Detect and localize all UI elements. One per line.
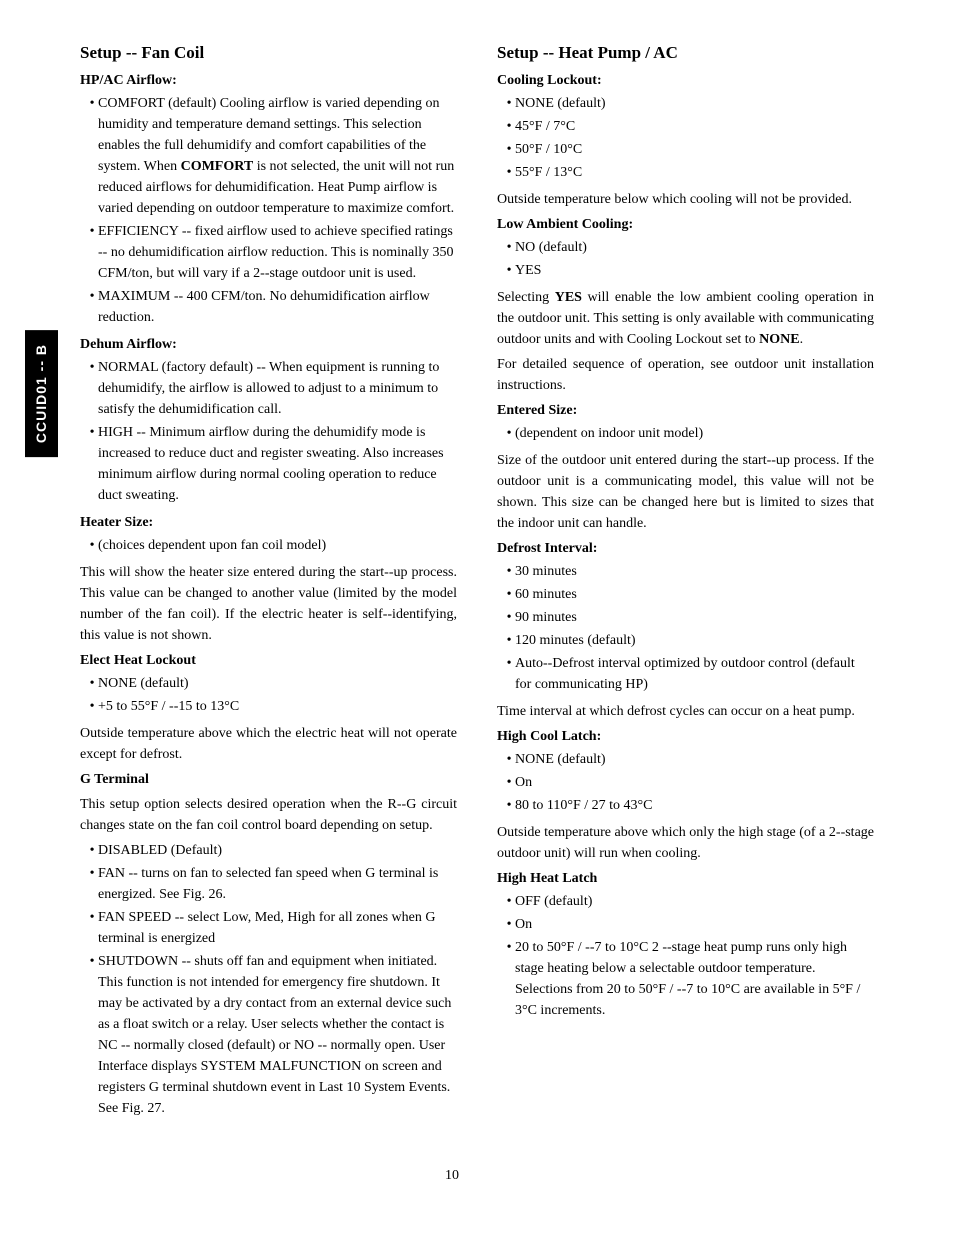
list-item: NORMAL (factory default) -- When equipme…	[98, 357, 457, 420]
bullet-list: NONE (default) 45°F / 7°C 50°F / 10°C 55…	[497, 93, 874, 183]
list-item: 90 minutes	[515, 607, 874, 628]
left-column: Setup -- Fan Coil HP/AC Airflow: COMFORT…	[80, 40, 457, 1125]
list-item: NO (default)	[515, 237, 874, 258]
list-item: 80 to 110°F / 27 to 43°C	[515, 795, 874, 816]
section-title: Elect Heat Lockout	[80, 650, 457, 671]
bullet-list: DISABLED (Default) FAN -- turns on fan t…	[80, 840, 457, 1119]
section-title: Dehum Airflow:	[80, 334, 457, 355]
bullet-list: COMFORT (default) Cooling airflow is var…	[80, 93, 457, 328]
list-item: 120 minutes (default)	[515, 630, 874, 651]
section-title: Low Ambient Cooling:	[497, 214, 874, 235]
list-item: COMFORT (default) Cooling airflow is var…	[98, 93, 457, 219]
paragraph: Outside temperature above which the elec…	[80, 723, 457, 765]
list-item: On	[515, 772, 874, 793]
bullet-list: 30 minutes 60 minutes 90 minutes 120 min…	[497, 561, 874, 695]
left-heading: Setup -- Fan Coil	[80, 40, 457, 66]
list-item: NONE (default)	[515, 93, 874, 114]
paragraph: Selecting YES will enable the low ambien…	[497, 287, 874, 350]
list-item: HIGH -- Minimum airflow during the dehum…	[98, 422, 457, 506]
paragraph: Time interval at which defrost cycles ca…	[497, 701, 874, 722]
paragraph: This setup option selects desired operat…	[80, 794, 457, 836]
text: .	[800, 332, 804, 347]
list-item: SHUTDOWN -- shuts off fan and equipment …	[98, 951, 457, 1119]
list-item: NONE (default)	[515, 749, 874, 770]
list-item: EFFICIENCY -- fixed airflow used to achi…	[98, 221, 457, 284]
list-item: FAN -- turns on fan to selected fan spee…	[98, 863, 457, 905]
bullet-list: (choices dependent upon fan coil model)	[80, 535, 457, 556]
bold-text: COMFORT	[181, 159, 254, 174]
list-item: (choices dependent upon fan coil model)	[98, 535, 457, 556]
side-tab: CCUID01 -- B	[25, 330, 58, 457]
list-item: 60 minutes	[515, 584, 874, 605]
list-item: DISABLED (Default)	[98, 840, 457, 861]
bullet-list: NONE (default) On 80 to 110°F / 27 to 43…	[497, 749, 874, 816]
list-item: YES	[515, 260, 874, 281]
content-columns: Setup -- Fan Coil HP/AC Airflow: COMFORT…	[80, 40, 874, 1125]
list-item: On	[515, 914, 874, 935]
paragraph: This will show the heater size entered d…	[80, 562, 457, 646]
bold-text: YES	[555, 290, 582, 305]
section-title: Cooling Lockout:	[497, 70, 874, 91]
bullet-list: NO (default) YES	[497, 237, 874, 281]
list-item: +5 to 55°F / --15 to 13°C	[98, 696, 457, 717]
bullet-list: OFF (default) On 20 to 50°F / --7 to 10°…	[497, 891, 874, 1021]
text: Selecting	[497, 290, 555, 305]
list-item: (dependent on indoor unit model)	[515, 423, 874, 444]
right-column: Setup -- Heat Pump / AC Cooling Lockout:…	[497, 40, 874, 1125]
paragraph: For detailed sequence of operation, see …	[497, 354, 874, 396]
list-item: 30 minutes	[515, 561, 874, 582]
bullet-list: NONE (default) +5 to 55°F / --15 to 13°C	[80, 673, 457, 717]
section-title: High Cool Latch:	[497, 726, 874, 747]
list-item: Auto--Defrost interval optimized by outd…	[515, 653, 874, 695]
paragraph: Size of the outdoor unit entered during …	[497, 450, 874, 534]
paragraph: Outside temperature above which only the…	[497, 822, 874, 864]
list-item: 55°F / 13°C	[515, 162, 874, 183]
section-title: Heater Size:	[80, 512, 457, 533]
section-title: HP/AC Airflow:	[80, 70, 457, 91]
list-item: NONE (default)	[98, 673, 457, 694]
bold-text: NONE	[759, 332, 799, 347]
paragraph: Outside temperature below which cooling …	[497, 189, 874, 210]
list-item: MAXIMUM -- 400 CFM/ton. No dehumidificat…	[98, 286, 457, 328]
section-title: High Heat Latch	[497, 868, 874, 889]
bullet-list: NORMAL (factory default) -- When equipme…	[80, 357, 457, 506]
list-item: 20 to 50°F / --7 to 10°C 2 --stage heat …	[515, 937, 874, 1021]
section-title: Defrost Interval:	[497, 538, 874, 559]
list-item: FAN SPEED -- select Low, Med, High for a…	[98, 907, 457, 949]
right-heading: Setup -- Heat Pump / AC	[497, 40, 874, 66]
section-title: G Terminal	[80, 769, 457, 790]
list-item: OFF (default)	[515, 891, 874, 912]
list-item: 50°F / 10°C	[515, 139, 874, 160]
page-number: 10	[30, 1165, 874, 1186]
bullet-list: (dependent on indoor unit model)	[497, 423, 874, 444]
section-title: Entered Size:	[497, 400, 874, 421]
list-item: 45°F / 7°C	[515, 116, 874, 137]
